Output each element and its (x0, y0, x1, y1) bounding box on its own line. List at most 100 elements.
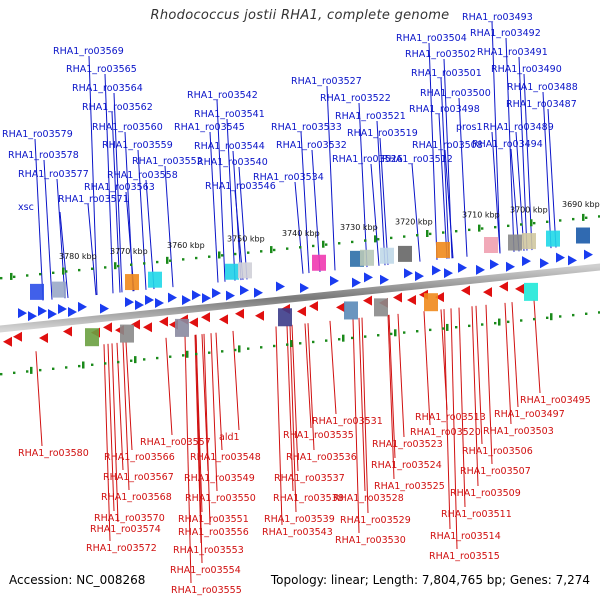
bottom-gene-label: RHA1_ro03553 (173, 545, 244, 556)
top-leader-line (440, 77, 450, 259)
top-leader-line (547, 108, 557, 248)
minor-tick (468, 228, 471, 232)
top-leader-line (216, 99, 226, 282)
top-gene-label: RHA1_ro03494 (472, 139, 543, 150)
minor-tick (494, 225, 497, 229)
top-gene-label: RHA1_ro03522 (320, 93, 391, 104)
annotation-block (576, 227, 590, 244)
major-tick (374, 235, 377, 243)
top-gene-label: RHA1_ro03501 (411, 68, 482, 79)
top-gene-label: RHA1_ro03493 (462, 12, 533, 23)
bottom-leader-line (194, 334, 202, 544)
annotation-block (524, 282, 538, 301)
top-gene-label: RHA1_ro03512 (382, 154, 453, 165)
top-gene-label: RHA1_ro03487 (506, 99, 577, 110)
top-gene-label: RHA1_ro03545 (174, 122, 245, 133)
bottom-leader-line (210, 333, 218, 492)
bottom-gene-label: RHA1_ro03495 (520, 395, 591, 406)
scale-tick-label: 3710 kbp (462, 210, 500, 219)
major-tick (218, 251, 221, 259)
top-gene-arrow (415, 271, 424, 282)
minor-tick (39, 368, 42, 372)
minor-tick (91, 363, 94, 366)
minor-tick (338, 242, 341, 245)
top-gene-label: RHA1_ro03508 (412, 140, 483, 151)
annotation-block (484, 237, 498, 254)
minor-tick (559, 219, 562, 222)
bottom-gene-label: RHA1_ro03572 (86, 543, 157, 554)
top-leader-line (491, 21, 501, 254)
bottom-gene-arrow (63, 326, 72, 337)
minor-tick (533, 221, 536, 225)
bottom-leader-line (471, 306, 479, 487)
top-gene-arrow (38, 306, 47, 317)
minor-tick (104, 266, 107, 269)
top-gene-arrow (352, 277, 361, 288)
minor-tick (377, 238, 380, 241)
top-leader-line (438, 113, 448, 259)
minor-tick (182, 354, 185, 357)
bottom-gene-label: RHA1_ro03507 (460, 466, 531, 477)
top-gene-arrow (380, 274, 389, 285)
annotation-block (30, 283, 44, 300)
minor-tick (117, 264, 120, 268)
top-gene-arrow (240, 285, 249, 296)
top-leader-line (104, 73, 114, 294)
top-leader-line (510, 148, 520, 252)
bottom-gene-arrow (235, 308, 244, 319)
top-gene-arrow (444, 268, 453, 279)
bottom-leader-line (511, 302, 519, 408)
top-gene-arrow (135, 300, 144, 311)
minor-tick (364, 335, 367, 338)
top-gene-arrow (182, 295, 191, 306)
minor-tick (208, 351, 211, 354)
annotation-block (380, 247, 394, 264)
major-tick (582, 213, 585, 221)
top-gene-arrow (556, 252, 565, 263)
annotation-block (278, 308, 292, 327)
top-gene-arrow (78, 301, 87, 312)
bottom-gene-arrow (297, 306, 306, 317)
top-gene-label: RHA1_ro03521 (335, 111, 406, 122)
minor-tick (117, 360, 120, 364)
top-gene-arrow (276, 281, 285, 292)
bottom-gene-label: RHA1_ro03524 (371, 460, 442, 471)
minor-tick (416, 234, 419, 237)
top-leader-line (379, 137, 389, 265)
bottom-leader-line (275, 326, 283, 526)
annotation-block (360, 249, 374, 266)
bottom-gene-label: RHA1_ro03567 (103, 472, 174, 483)
bottom-gene-label: RHA1_ro03535 (283, 430, 354, 441)
bottom-gene-arrow (103, 322, 112, 333)
top-gene-arrow (168, 292, 177, 303)
minor-tick (65, 366, 68, 369)
annotation-block (52, 281, 66, 298)
scale-tick-label: 3730 kbp (340, 223, 378, 232)
minor-tick (507, 320, 510, 324)
minor-tick (572, 217, 575, 221)
minor-tick (520, 223, 523, 226)
top-gene-label: pros1 (456, 122, 483, 133)
top-leader-line (411, 163, 421, 262)
annotation-block (238, 262, 252, 279)
minor-tick (429, 328, 432, 332)
top-leader-line (370, 163, 380, 266)
bottom-gene-label: RHA1_ro03506 (462, 446, 533, 457)
top-gene-label: RHA1_ro03492 (470, 28, 541, 39)
annotation-block (148, 271, 162, 288)
bottom-gene-label: RHA1_ro03539 (264, 514, 335, 525)
bottom-strand-labels: RHA1_ro03495RHA1_ro03497RHA1_ro03503RHA1… (18, 395, 591, 596)
top-gene-arrow (48, 309, 57, 320)
minor-tick (286, 247, 289, 250)
bottom-gene-arrow (13, 331, 22, 342)
top-gene-label: RHA1_ro03533 (271, 122, 342, 133)
minor-tick (598, 215, 600, 218)
top-gene-arrow (58, 303, 67, 314)
top-gene-label: RHA1_ro03489 (483, 122, 554, 133)
top-leader-line (518, 56, 528, 251)
bottom-gene-label: RHA1_ro03497 (494, 409, 565, 420)
bottom-gene-label: RHA1_ro03543 (262, 527, 333, 538)
bottom-leader-line (125, 341, 133, 451)
minor-tick (377, 334, 380, 337)
minor-tick (26, 370, 29, 373)
